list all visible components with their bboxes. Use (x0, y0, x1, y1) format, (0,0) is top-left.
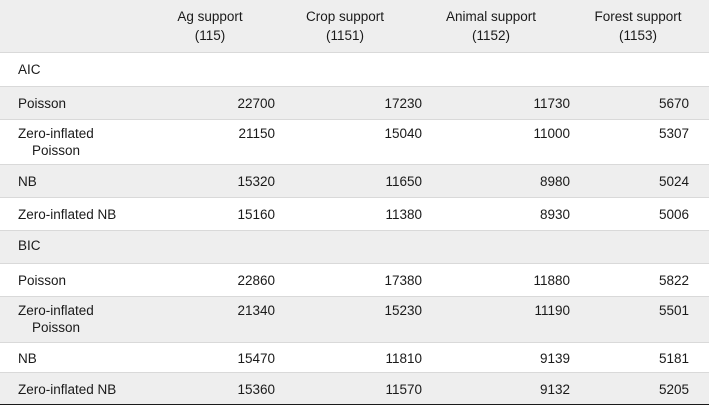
row-label: NB (18, 351, 37, 366)
row-label: Poisson (18, 96, 67, 111)
header-crop-support: Crop support (1151) (284, 7, 406, 45)
section-row-bic: BIC (0, 230, 709, 264)
table-header: Ag support (115) Crop support (1151) Ani… (0, 0, 709, 52)
header-code: (1153) (618, 28, 658, 43)
section-label: AIC (18, 62, 41, 77)
cell-value: 11380 (385, 207, 422, 222)
row-label-line2: Poisson (32, 143, 81, 158)
cell-value: 5307 (658, 126, 689, 141)
cell-value: 5181 (658, 351, 689, 366)
cell-value: 5822 (658, 273, 689, 288)
cell-value: 5006 (658, 207, 689, 222)
cell-value: 21340 (237, 303, 275, 318)
cell-value: 9139 (539, 351, 570, 366)
section-row-aic: AIC (0, 52, 709, 87)
header-forest-support: Forest support (1153) (571, 7, 705, 45)
header-label: Crop support (305, 9, 385, 24)
header-code: (115) (194, 28, 226, 43)
cell-value: 8930 (539, 207, 570, 222)
cell-value: 5670 (658, 96, 689, 111)
cell-value: 11650 (385, 174, 422, 189)
row-label: Poisson (18, 273, 67, 288)
row-label: NB (18, 174, 37, 189)
header-code: (1152) (471, 28, 511, 43)
cell-value: 11730 (533, 96, 570, 111)
row-label: Zero-inflated NB (18, 382, 117, 397)
header-animal-support: Animal support (1152) (422, 7, 560, 45)
cell-value: 5501 (658, 303, 689, 318)
header-label: Forest support (594, 9, 682, 24)
cell-value: 5205 (658, 382, 689, 397)
header-ag-support: Ag support (115) (148, 7, 272, 45)
row-label-line1: Zero-inflated (18, 126, 94, 141)
cell-value: 15040 (384, 126, 422, 141)
cell-value: 8980 (539, 174, 570, 189)
cell-value: 9132 (539, 382, 570, 397)
row-label: Zero-inflated NB (18, 207, 117, 222)
table-row: Zero-inflated Poisson 21150 15040 11000 … (0, 119, 709, 165)
cell-value: 15360 (237, 382, 275, 397)
row-label-line2: Poisson (32, 320, 81, 335)
cell-value: 17230 (384, 96, 422, 111)
row-label-line1: Zero-inflated (18, 303, 94, 318)
table-row: Zero-inflated NB 15160 11380 8930 5006 (0, 197, 709, 231)
header-code: (1151) (325, 28, 365, 43)
cell-value: 15320 (237, 174, 275, 189)
cell-value: 15160 (237, 207, 275, 222)
header-label: Animal support (445, 9, 537, 24)
cell-value: 5024 (658, 174, 689, 189)
section-label: BIC (18, 238, 41, 253)
cell-value: 11810 (385, 351, 422, 366)
cell-value: 11880 (533, 273, 570, 288)
row-label: Zero-inflated Poisson (18, 302, 168, 336)
cell-value: 11570 (385, 382, 422, 397)
cell-value: 11000 (533, 126, 570, 141)
cell-value: 22700 (237, 96, 275, 111)
cell-value: 15230 (384, 303, 422, 318)
table-row: NB 15320 11650 8980 5024 (0, 164, 709, 198)
table-row: Poisson 22700 17230 11730 5670 (0, 86, 709, 120)
cell-value: 17380 (384, 273, 422, 288)
cell-value: 11190 (534, 303, 570, 318)
cell-value: 22860 (237, 273, 275, 288)
header-label: Ag support (177, 9, 243, 24)
cell-value: 21150 (238, 126, 275, 141)
table-row: Poisson 22860 17380 11880 5822 (0, 263, 709, 297)
table-row: Zero-inflated Poisson 21340 15230 11190 … (0, 296, 709, 343)
row-label: Zero-inflated Poisson (18, 125, 168, 159)
table-row: NB 15470 11810 9139 5181 (0, 342, 709, 373)
cell-value: 15470 (237, 351, 275, 366)
table-row: Zero-inflated NB 15360 11570 9132 5205 (0, 372, 709, 405)
